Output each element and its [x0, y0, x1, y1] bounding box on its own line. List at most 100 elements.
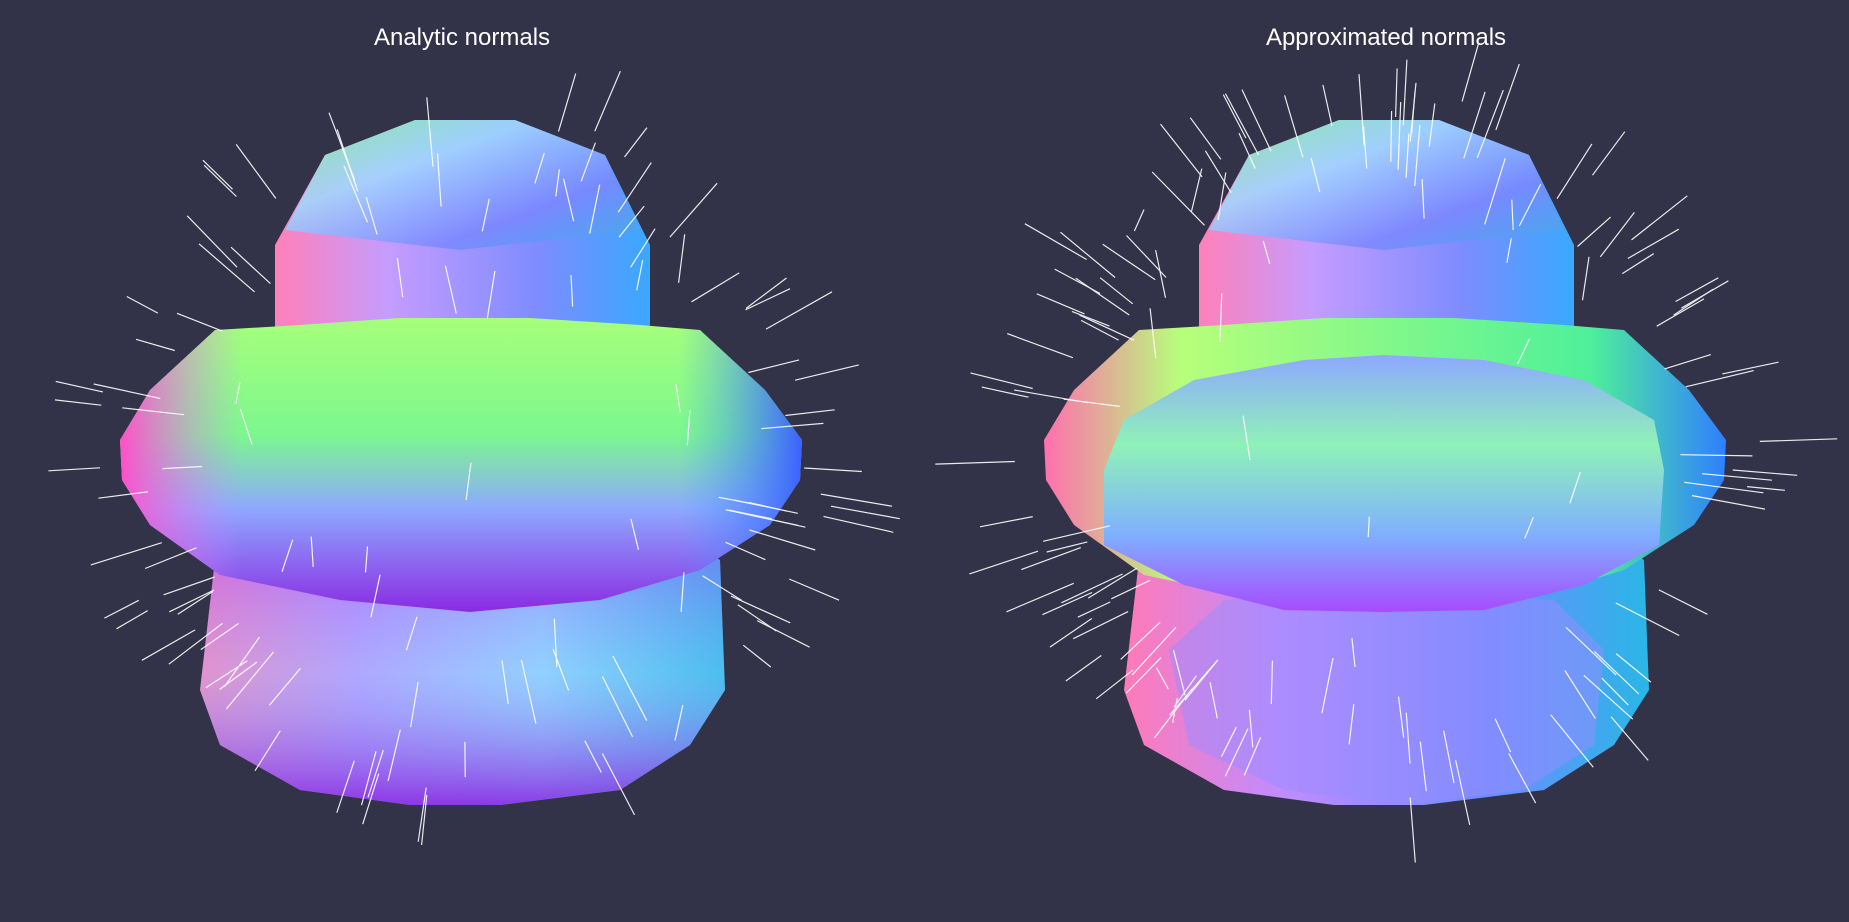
normal-line: [1024, 223, 1087, 261]
normal-line: [745, 288, 791, 311]
normal-line: [1476, 89, 1504, 159]
normal-line: [1701, 473, 1772, 481]
normal-line: [1046, 541, 1088, 553]
normal-line: [239, 408, 253, 445]
normal-line: [235, 382, 241, 404]
normal-line: [1049, 618, 1093, 648]
normal-line: [1564, 670, 1596, 719]
normal-line: [1518, 183, 1542, 227]
normal-line: [601, 753, 636, 816]
normal-line: [1759, 438, 1838, 442]
normal-line: [1569, 471, 1581, 504]
normal-line: [1042, 525, 1111, 542]
normal-line: [669, 182, 718, 238]
normal-line: [364, 546, 369, 573]
normal-line: [203, 164, 237, 197]
normal-line: [1524, 517, 1534, 539]
normal-line: [122, 407, 185, 416]
normal-line: [410, 682, 419, 728]
normal-line: [1367, 516, 1370, 538]
normal-line: [1508, 753, 1537, 804]
normal-line: [141, 629, 196, 661]
normal-line: [1120, 621, 1161, 660]
normal-line: [1063, 398, 1120, 407]
normal-line: [162, 465, 203, 470]
normal-line: [1021, 547, 1082, 571]
approximated-shape-canvas: [935, 44, 1838, 863]
normal-line: [756, 620, 810, 648]
normal-line: [90, 542, 162, 566]
normal-line: [1151, 171, 1205, 226]
normal-line: [1484, 158, 1506, 225]
normal-line: [235, 144, 277, 199]
normal-line: [1511, 199, 1514, 231]
normal-line: [1321, 657, 1334, 714]
normal-line: [1599, 212, 1635, 258]
normal-line: [691, 272, 740, 303]
analytic-shape-canvas: [48, 70, 900, 846]
normal-line: [1395, 68, 1398, 118]
normal-line: [1550, 714, 1594, 768]
normal-line: [367, 749, 384, 798]
normal-line: [281, 539, 294, 572]
normal-line: [794, 364, 859, 381]
normal-line: [1131, 626, 1177, 676]
normal-line: [1409, 797, 1416, 863]
approximated-normals-panel: Approximated normals: [924, 0, 1848, 922]
normal-line: [144, 547, 197, 570]
normal-line: [678, 234, 686, 283]
normal-line: [823, 515, 894, 533]
normal-line: [584, 740, 602, 773]
normal-line: [1155, 667, 1169, 690]
normal-line: [1111, 579, 1151, 600]
normal-line: [168, 622, 223, 665]
normal-line: [1463, 91, 1486, 159]
normal-line: [1397, 101, 1402, 170]
normal-line: [421, 794, 428, 846]
normal-line: [177, 590, 214, 615]
normal-line: [1189, 117, 1222, 160]
normal-line: [1684, 481, 1764, 494]
normal-line: [981, 386, 1029, 398]
normal-line: [730, 595, 791, 624]
normal-line: [969, 550, 1039, 575]
normal-line: [1680, 454, 1753, 457]
normal-line: [1079, 314, 1135, 341]
normal-line: [93, 383, 161, 399]
normal-line: [1506, 238, 1512, 263]
bottom-segment: [200, 540, 725, 805]
normal-line: [202, 159, 233, 190]
normal-line: [163, 576, 215, 596]
analytic-normals-render: [0, 0, 924, 922]
normal-line: [1675, 277, 1719, 303]
normal-line: [1006, 333, 1074, 359]
normal-line: [481, 198, 490, 232]
normal-line: [1593, 650, 1640, 695]
normal-line: [1042, 591, 1093, 616]
normal-line: [1238, 132, 1256, 169]
normal-line: [1583, 674, 1634, 720]
normal-line: [176, 312, 223, 332]
normal-line: [594, 70, 621, 132]
normal-line: [169, 589, 215, 613]
normal-line: [1209, 682, 1218, 719]
normal-line: [1402, 59, 1408, 126]
normal-line: [1494, 718, 1512, 753]
normal-line: [1310, 157, 1321, 193]
normal-line: [444, 265, 457, 314]
normal-line: [55, 380, 104, 393]
normal-line: [1087, 567, 1138, 599]
normal-line: [1072, 611, 1129, 640]
normal-line: [417, 787, 427, 842]
normal-line: [1169, 659, 1219, 716]
normal-line: [1155, 249, 1167, 298]
normal-line: [563, 178, 575, 222]
normal-line: [1149, 308, 1157, 359]
bottom-segment: [1124, 540, 1649, 805]
normal-line: [1621, 253, 1655, 275]
normal-line: [1577, 216, 1611, 247]
normal-line: [54, 399, 102, 406]
normal-line: [1592, 131, 1626, 176]
normal-line: [48, 467, 101, 472]
normal-line: [1691, 495, 1766, 510]
